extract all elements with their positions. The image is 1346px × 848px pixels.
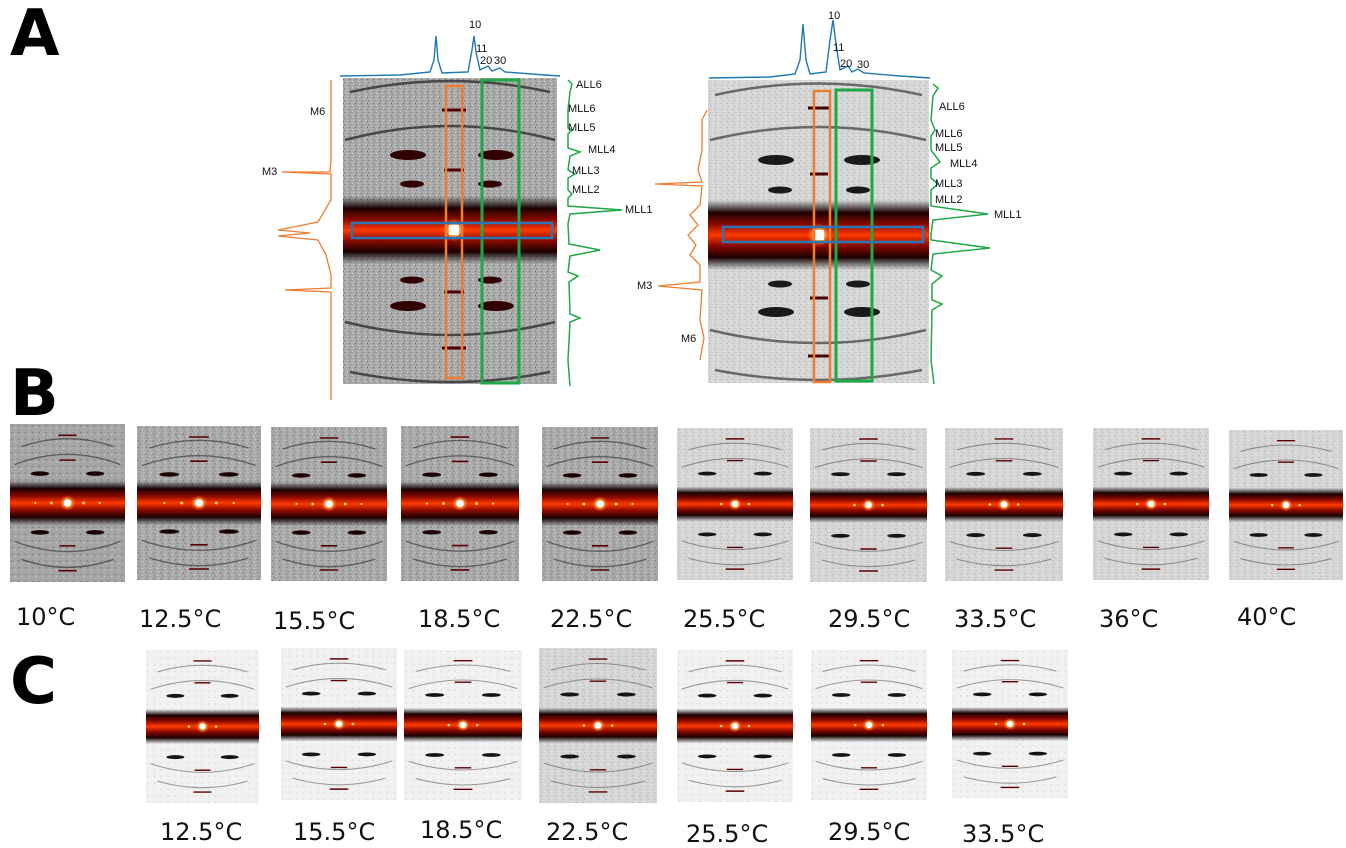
equatorial-box <box>721 225 925 244</box>
layer-label-mll2: MLL2 <box>935 194 963 206</box>
pattern-c-12-5c <box>146 650 259 803</box>
peak-label-20: 20 <box>840 58 853 70</box>
peak-label-10: 10 <box>828 10 841 22</box>
pattern-b-33-5c <box>945 428 1063 581</box>
layer-label-all6: ALL6 <box>576 79 602 91</box>
pattern-b-15-5c <box>271 427 387 581</box>
panel-label-c: C <box>10 645 57 719</box>
layer-label-mll6: MLL6 <box>935 128 963 140</box>
temperature-label: 18.5°C <box>418 605 501 633</box>
temperature-label: 22.5°C <box>546 818 629 846</box>
equatorial-intensity-profile <box>339 35 561 77</box>
peak-label-10: 10 <box>469 19 482 31</box>
pattern-b-12-5c <box>137 426 261 580</box>
panel-a-left-pattern <box>277 35 623 400</box>
pattern-c-25-5c <box>677 650 793 802</box>
meridional-intensity-profile <box>277 80 332 400</box>
layer-label-mll4: MLL4 <box>588 144 616 156</box>
temperature-label: 15.5°C <box>293 818 376 846</box>
pattern-b-25-5c <box>677 428 793 580</box>
pattern-b-10c <box>10 424 125 582</box>
panel-label-a: A <box>10 0 60 71</box>
layer-line-intensity-profile <box>930 83 991 385</box>
layer-label-mll1: MLL1 <box>625 204 653 216</box>
peak-label-20: 20 <box>480 55 493 67</box>
equatorial-box <box>350 221 554 240</box>
pattern-b-36c <box>1093 428 1209 580</box>
pattern-b-40c <box>1229 430 1343 580</box>
meridional-label-m3: M3 <box>637 280 653 292</box>
panel-a-right-pattern <box>654 19 991 385</box>
temperature-label: 15.5°C <box>273 607 356 635</box>
temperature-label: 33.5°C <box>962 820 1045 848</box>
meridional-label-m6: M6 <box>310 106 326 118</box>
pattern-b-22-5c <box>542 427 658 581</box>
layer-label-mll3: MLL3 <box>572 165 600 177</box>
pattern-c-15-5c <box>281 648 397 800</box>
temperature-label: 25.5°C <box>686 820 769 848</box>
pattern-b-29-5c <box>810 428 927 582</box>
temperature-label: 25.5°C <box>683 605 766 633</box>
layer-label-mll3: MLL3 <box>935 178 963 190</box>
temperature-label: 18.5°C <box>420 816 503 844</box>
peak-label-30: 30 <box>494 55 507 67</box>
pattern-c-18-5c <box>404 650 522 800</box>
meridional-box <box>812 89 832 384</box>
layer-line-intensity-profile <box>567 79 623 387</box>
temperature-label: 22.5°C <box>550 605 633 633</box>
temperature-label: 36°C <box>1099 605 1159 633</box>
temperature-label: 40°C <box>1237 603 1297 631</box>
meridional-label-m6: M6 <box>681 333 697 345</box>
pattern-b-18-5c <box>401 426 519 581</box>
temperature-label: 29.5°C <box>828 605 911 633</box>
layer-line-box <box>480 78 521 385</box>
layer-label-all6: ALL6 <box>939 101 965 113</box>
meridional-label-m3: M3 <box>262 166 278 178</box>
temperature-label: 12.5°C <box>139 605 222 633</box>
layer-label-mll5: MLL5 <box>935 142 963 154</box>
layer-label-mll2: MLL2 <box>572 184 600 196</box>
peak-label-11: 11 <box>833 42 845 54</box>
temperature-label: 33.5°C <box>954 605 1037 633</box>
meridional-box <box>444 84 464 380</box>
equatorial-intensity-profile <box>708 19 931 79</box>
peak-label-11: 11 <box>476 43 488 55</box>
layer-label-mll5: MLL5 <box>568 122 596 134</box>
layer-label-mll1: MLL1 <box>994 209 1022 221</box>
pattern-c-29-5c <box>811 650 927 800</box>
layer-label-mll6: MLL6 <box>568 103 596 115</box>
pattern-c-22-5c <box>539 648 657 803</box>
temperature-label: 12.5°C <box>160 818 243 846</box>
layer-label-mll4: MLL4 <box>950 158 978 170</box>
peak-label-30: 30 <box>857 59 870 71</box>
temperature-label: 29.5°C <box>828 818 911 846</box>
pattern-c-33-5c <box>952 650 1068 798</box>
temperature-label: 10°C <box>16 603 76 631</box>
layer-line-box <box>834 88 874 383</box>
panel-label-b: B <box>10 357 59 431</box>
panel-a-figure <box>277 19 991 400</box>
meridional-intensity-profile <box>654 109 708 361</box>
